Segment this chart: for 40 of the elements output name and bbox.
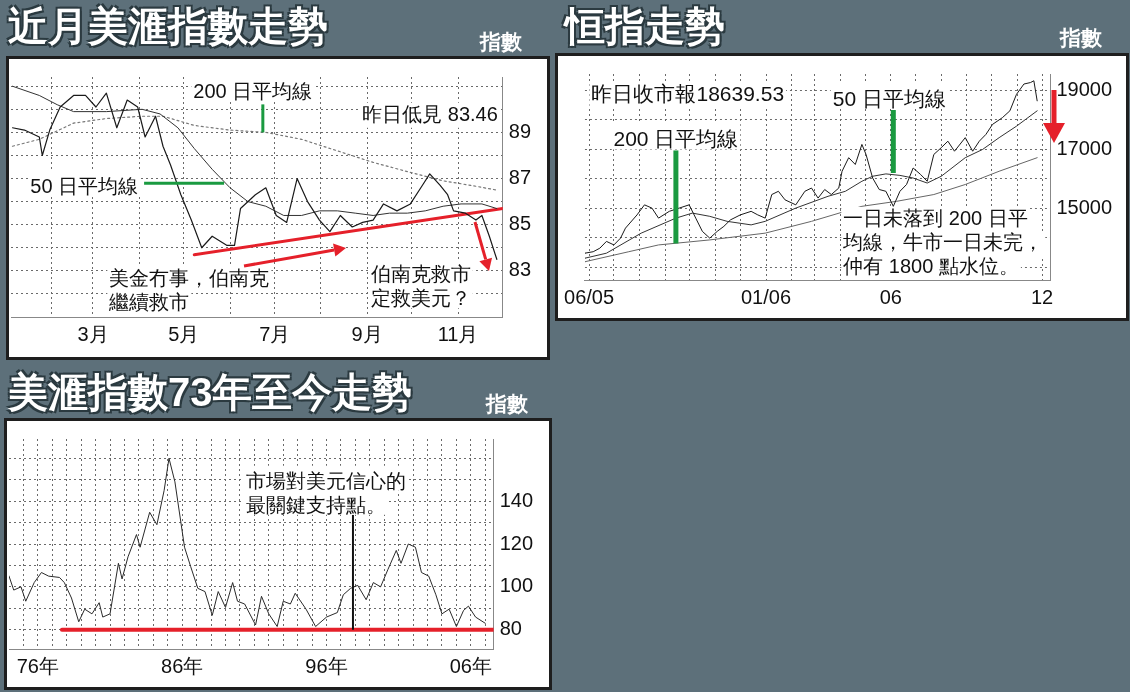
x-tick-label: 06年: [449, 654, 492, 677]
y-tick-label: 87: [508, 166, 531, 189]
y-tick-label: 80: [499, 617, 522, 640]
y-tick-label: 17000: [1056, 136, 1113, 159]
annotation: 昨日收市報18639.53: [591, 81, 785, 105]
chart-title: 近月美滙指數走勢: [8, 3, 328, 50]
x-tick-label: 96年: [305, 654, 348, 677]
y-tick-label: 89: [508, 119, 531, 142]
x-tick-label: 01/06: [740, 285, 792, 308]
annotation: 一日未落到 200 日平均線，牛市一日未完，仲有 1800 點水位。: [842, 207, 1044, 278]
annotation: 200 日平均線: [613, 127, 739, 151]
annotation: 50 日平均線: [832, 87, 946, 111]
annotation: 美金冇事，伯南克繼續救市: [108, 266, 270, 313]
x-tick-label: 5月: [168, 322, 200, 345]
x-tick-label: 11月: [437, 322, 479, 345]
x-tick-label: 3月: [77, 322, 109, 345]
x-tick-label: 76年: [16, 654, 59, 677]
y-tick-label: 100: [499, 574, 534, 597]
x-tick-label: 7月: [259, 322, 291, 345]
x-tick-label: 9月: [351, 322, 383, 345]
y-axis-title: 指數: [480, 30, 522, 54]
y-tick-label: 15000: [1056, 195, 1113, 218]
annotation: 伯南克救市定救美元？: [369, 263, 471, 310]
annotation: 市場對美元信心的最關鍵支持點。: [245, 469, 406, 516]
annotation: 50 日平均線: [30, 175, 139, 198]
y-axis-title: 指數: [1060, 26, 1102, 50]
chart-title: 恒指走勢: [565, 3, 725, 50]
x-tick-label: 86年: [161, 654, 204, 677]
x-tick-label: 06/05: [564, 285, 615, 308]
y-tick-label: 19000: [1056, 77, 1113, 100]
y-tick-label: 120: [499, 531, 534, 554]
x-tick-label: 12: [1030, 285, 1054, 308]
y-tick-label: 83: [508, 258, 531, 281]
x-tick-label: 06: [879, 285, 902, 308]
y-tick-label: 85: [508, 212, 531, 235]
y-tick-label: 140: [499, 488, 534, 511]
annotation: 200 日平均線: [193, 80, 313, 103]
annotation: 昨日低見 83.46: [362, 103, 498, 126]
y-axis-title: 指數: [486, 392, 528, 416]
chart-title: 美滙指數73年至今走勢: [8, 369, 413, 416]
